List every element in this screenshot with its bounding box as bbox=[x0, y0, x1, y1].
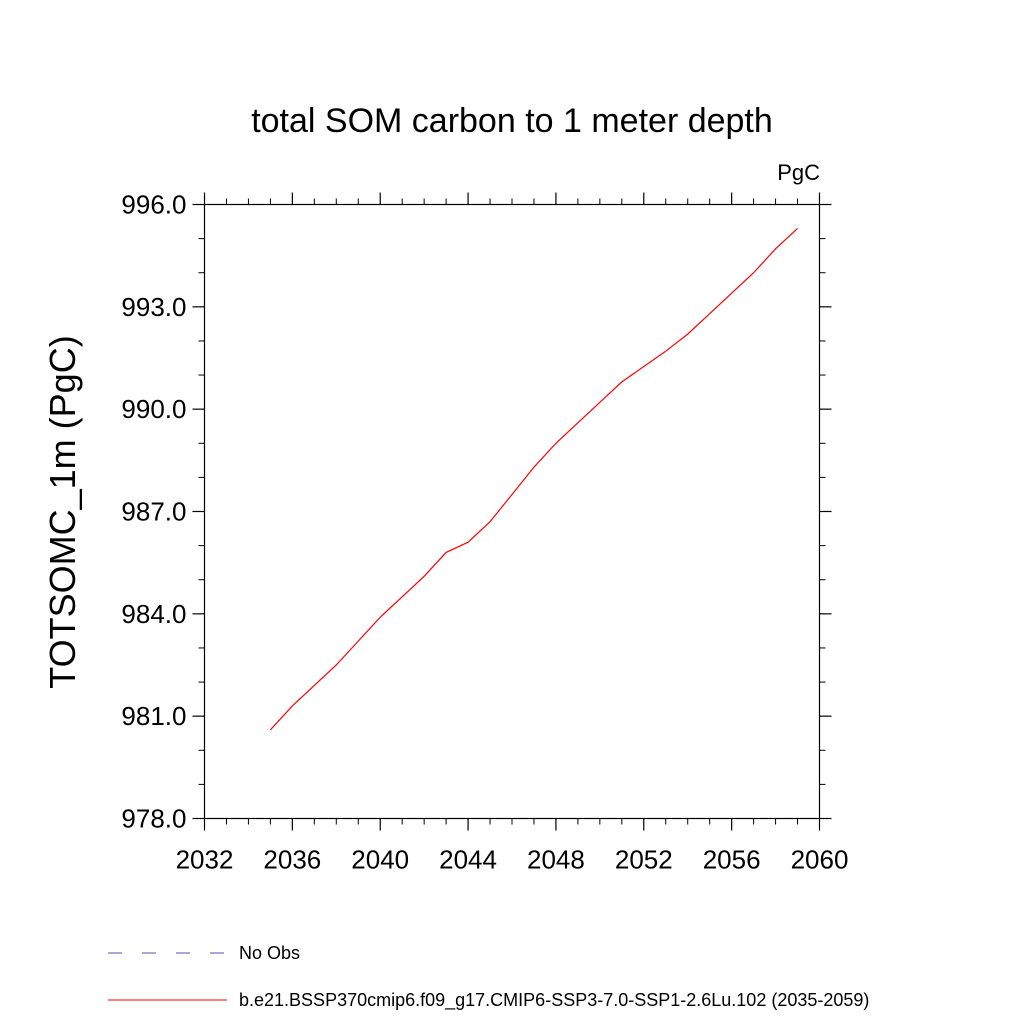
series-line bbox=[269, 227, 798, 731]
y-tick-label: 984.0 bbox=[121, 599, 186, 629]
x-tick-label: 2056 bbox=[703, 845, 761, 875]
x-tick-label: 2052 bbox=[615, 845, 673, 875]
x-tick-label: 2044 bbox=[439, 845, 497, 875]
y-tick-label: 993.0 bbox=[121, 292, 186, 322]
y-tick-label: 987.0 bbox=[121, 497, 186, 527]
chart-title: total SOM carbon to 1 meter depth bbox=[251, 102, 773, 140]
y-tick-label: 978.0 bbox=[121, 804, 186, 834]
x-tick-label: 2036 bbox=[263, 845, 321, 875]
y-tick-label: 996.0 bbox=[121, 190, 186, 220]
y-tick-label: 990.0 bbox=[121, 394, 186, 424]
legend-label: No Obs bbox=[239, 943, 300, 963]
axis-ticks bbox=[192, 192, 832, 831]
y-axis-label: TOTSOMC_1m (PgC) bbox=[42, 335, 83, 688]
axis-tick-labels: 2032 2036 2040 2044 2048 2052 2056 2060 978.0 981… bbox=[121, 190, 848, 875]
legend: No Obs b.e21.BSSP370cmip6.f09_g17.CMIP6-S… bbox=[108, 943, 869, 1011]
x-tick-label: 2048 bbox=[527, 845, 585, 875]
x-tick-label: 2032 bbox=[176, 845, 234, 875]
x-tick-label: 2060 bbox=[791, 845, 849, 875]
legend-label: b.e21.BSSP370cmip6.f09_g17.CMIP6-SSP3-7.… bbox=[239, 990, 869, 1011]
series-layer bbox=[269, 227, 798, 731]
x-tick-label: 2040 bbox=[351, 845, 409, 875]
y-tick-label: 981.0 bbox=[121, 701, 186, 731]
units-label: PgC bbox=[777, 160, 820, 185]
